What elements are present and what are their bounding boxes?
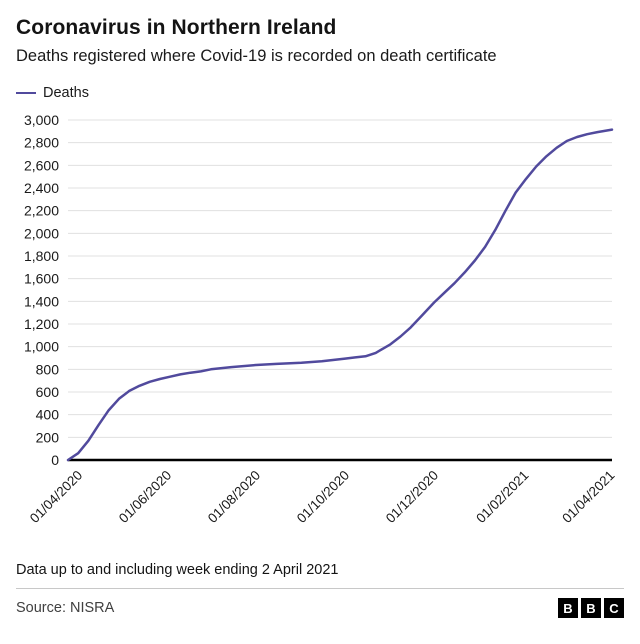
page-subtitle: Deaths registered where Covid-19 is reco… [16,47,497,65]
svg-text:1,800: 1,800 [24,248,59,264]
bbc-logo: B B C [558,598,624,618]
bbc-logo-letter: B [558,598,578,618]
svg-text:2,600: 2,600 [24,157,59,173]
legend-label: Deaths [43,85,89,101]
chart-area: 0 200 400 600 800 1,000 1,200 1,400 1,600 1,800 2,… [16,104,624,556]
bbc-logo-letter: B [581,598,601,618]
svg-text:1,600: 1,600 [24,271,59,287]
svg-text:600: 600 [36,384,60,400]
svg-text:800: 800 [36,361,60,377]
svg-text:1,400: 1,400 [24,293,59,309]
svg-text:01/06/2020: 01/06/2020 [116,468,174,526]
deaths-line-chart: 0 200 400 600 800 1,000 1,200 1,400 1,600 1,800 2,… [24,112,618,526]
svg-text:2,000: 2,000 [24,225,59,241]
svg-text:0: 0 [51,452,59,468]
legend-line-swatch [16,91,36,95]
svg-text:01/04/2021: 01/04/2021 [559,468,617,526]
svg-text:200: 200 [36,429,60,445]
page-title: Coronavirus in Northern Ireland [16,16,337,39]
footer-divider [16,588,624,589]
chart-footnote: Data up to and including week ending 2 A… [16,562,339,578]
svg-text:01/08/2020: 01/08/2020 [205,468,263,526]
source-label: Source: NISRA [16,600,115,616]
svg-text:3,000: 3,000 [24,112,59,128]
svg-text:1,000: 1,000 [24,339,59,355]
svg-text:01/10/2020: 01/10/2020 [294,468,352,526]
chart-legend: Deaths [16,84,624,102]
svg-text:01/04/2020: 01/04/2020 [27,468,85,526]
svg-text:2,800: 2,800 [24,135,59,151]
footer-row: Source: NISRA B B C [16,598,624,618]
svg-text:1,200: 1,200 [24,316,59,332]
svg-text:01/02/2021: 01/02/2021 [473,468,531,526]
svg-text:2,400: 2,400 [24,180,59,196]
svg-text:400: 400 [36,407,60,423]
bbc-logo-letter: C [604,598,624,618]
svg-text:2,200: 2,200 [24,203,59,219]
svg-text:01/12/2020: 01/12/2020 [383,468,441,526]
